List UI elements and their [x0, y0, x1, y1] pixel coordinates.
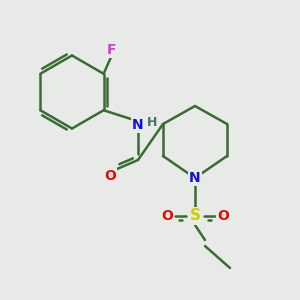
Text: H: H	[147, 116, 157, 128]
Text: F: F	[107, 43, 116, 57]
Text: O: O	[104, 169, 116, 183]
Text: S: S	[190, 208, 200, 224]
Text: O: O	[217, 209, 229, 223]
Text: N: N	[132, 118, 144, 132]
Text: O: O	[161, 209, 173, 223]
Text: N: N	[189, 171, 201, 185]
